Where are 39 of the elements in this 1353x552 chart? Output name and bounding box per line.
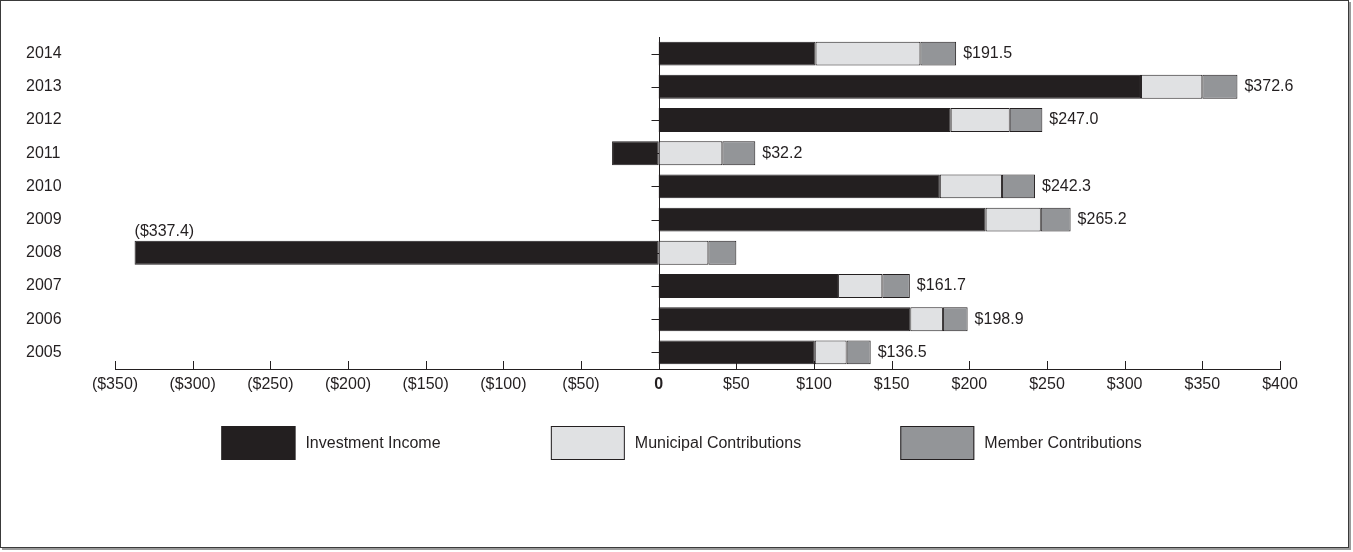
y-tick-label: 2011 xyxy=(26,143,61,161)
x-tick-label: $300 xyxy=(1106,375,1143,393)
y-tick-label: 2014 xyxy=(26,44,62,62)
x-tick-label: ($150) xyxy=(402,375,449,393)
total-label: $265.2 xyxy=(1077,210,1127,228)
total-label: $136.5 xyxy=(877,342,927,360)
legend-label: Investment Income xyxy=(305,433,441,453)
x-tick-label: $250 xyxy=(1029,375,1065,393)
x-tick-label: ($100) xyxy=(480,375,527,393)
x-tick-label: ($350) xyxy=(91,375,139,393)
x-tick-label: $100 xyxy=(796,375,832,393)
data-label: ($337.4) xyxy=(134,222,195,240)
x-tick-label: $400 xyxy=(1262,375,1298,393)
x-tick-label: $200 xyxy=(951,375,988,393)
legend-label: Municipal Contributions xyxy=(634,433,802,453)
total-label: $247.0 xyxy=(1049,110,1099,128)
total-label: $161.7 xyxy=(916,276,966,294)
total-label: $191.5 xyxy=(963,44,1013,62)
x-tick-label: ($200) xyxy=(324,375,372,393)
y-tick-label: 2013 xyxy=(26,77,62,95)
total-label: $198.9 xyxy=(974,309,1024,327)
total-label: $372.6 xyxy=(1244,77,1294,95)
x-tick-label: $50 xyxy=(722,375,750,393)
x-tick-label: $350 xyxy=(1184,375,1221,393)
x-tick-label: 0 xyxy=(654,375,664,393)
y-tick-label: 2008 xyxy=(26,243,62,261)
y-tick-label: 2012 xyxy=(26,110,62,128)
total-label: $242.3 xyxy=(1042,176,1092,194)
x-tick-label: ($250) xyxy=(247,375,294,393)
y-tick-label: 2009 xyxy=(26,210,62,228)
legend-label: Member Contributions xyxy=(984,433,1142,453)
y-tick-label: 2005 xyxy=(26,342,62,360)
y-tick-label: 2006 xyxy=(26,309,62,327)
x-tick-label: ($300) xyxy=(169,375,216,393)
x-tick-label: $150 xyxy=(873,375,910,393)
x-tick-label: ($50) xyxy=(562,375,600,393)
y-tick-label: 2010 xyxy=(26,176,62,194)
y-tick-label: 2007 xyxy=(26,276,62,294)
total-label: $32.2 xyxy=(762,143,803,161)
